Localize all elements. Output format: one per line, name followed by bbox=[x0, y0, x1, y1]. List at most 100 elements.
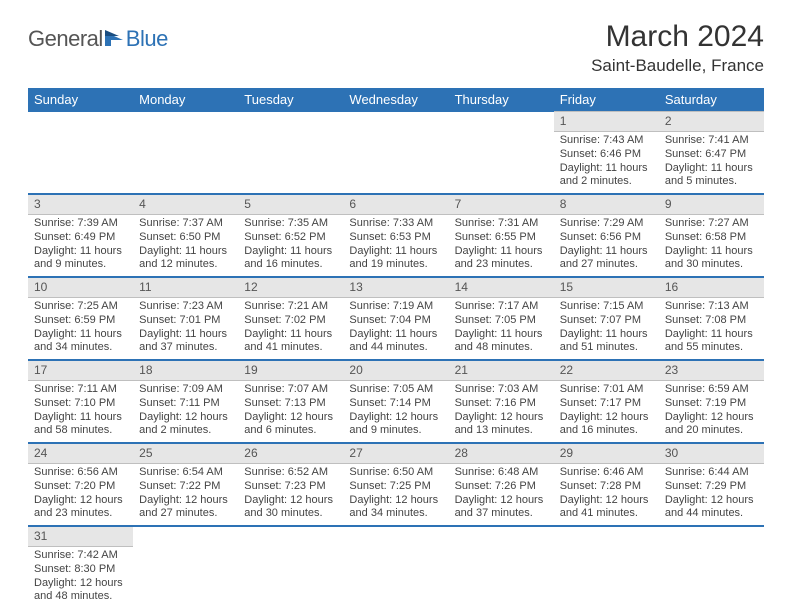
sunset-text: Sunset: 7:29 PM bbox=[665, 480, 758, 494]
month-title: March 2024 bbox=[591, 20, 764, 54]
day-number-cell: 9 bbox=[659, 194, 764, 215]
day-number-cell: 26 bbox=[238, 443, 343, 464]
daylight-text: Daylight: 11 hours bbox=[349, 245, 442, 259]
weekday-header: Thursday bbox=[449, 88, 554, 112]
day-data-row: Sunrise: 7:39 AMSunset: 6:49 PMDaylight:… bbox=[28, 215, 764, 278]
daylight-text: and 51 minutes. bbox=[560, 341, 653, 355]
day-number-cell: 20 bbox=[343, 360, 448, 381]
day-data-cell bbox=[659, 547, 764, 609]
sunset-text: Sunset: 7:02 PM bbox=[244, 314, 337, 328]
weekday-header: Wednesday bbox=[343, 88, 448, 112]
sunrise-text: Sunrise: 6:50 AM bbox=[349, 466, 442, 480]
daylight-text: Daylight: 12 hours bbox=[455, 494, 548, 508]
day-number-row: 24252627282930 bbox=[28, 443, 764, 464]
day-data-cell bbox=[238, 547, 343, 609]
sunrise-text: Sunrise: 6:59 AM bbox=[665, 383, 758, 397]
day-number-cell: 21 bbox=[449, 360, 554, 381]
daylight-text: Daylight: 12 hours bbox=[244, 411, 337, 425]
day-data-cell: Sunrise: 7:07 AMSunset: 7:13 PMDaylight:… bbox=[238, 381, 343, 444]
day-data-row: Sunrise: 7:11 AMSunset: 7:10 PMDaylight:… bbox=[28, 381, 764, 444]
day-number-cell bbox=[449, 112, 554, 132]
sunset-text: Sunset: 7:04 PM bbox=[349, 314, 442, 328]
day-data-cell: Sunrise: 6:44 AMSunset: 7:29 PMDaylight:… bbox=[659, 464, 764, 527]
daylight-text: and 12 minutes. bbox=[139, 258, 232, 272]
daylight-text: Daylight: 12 hours bbox=[560, 411, 653, 425]
sunrise-text: Sunrise: 7:01 AM bbox=[560, 383, 653, 397]
sunset-text: Sunset: 7:28 PM bbox=[560, 480, 653, 494]
day-number-cell: 18 bbox=[133, 360, 238, 381]
sunrise-text: Sunrise: 7:25 AM bbox=[34, 300, 127, 314]
day-number-cell: 15 bbox=[554, 277, 659, 298]
day-number-cell: 8 bbox=[554, 194, 659, 215]
day-data-cell bbox=[343, 547, 448, 609]
sunrise-text: Sunrise: 7:03 AM bbox=[455, 383, 548, 397]
daylight-text: and 55 minutes. bbox=[665, 341, 758, 355]
day-data-cell: Sunrise: 6:59 AMSunset: 7:19 PMDaylight:… bbox=[659, 381, 764, 444]
daylight-text: Daylight: 11 hours bbox=[139, 328, 232, 342]
daylight-text: Daylight: 12 hours bbox=[349, 411, 442, 425]
day-data-cell: Sunrise: 7:09 AMSunset: 7:11 PMDaylight:… bbox=[133, 381, 238, 444]
calendar-table: Sunday Monday Tuesday Wednesday Thursday… bbox=[28, 88, 764, 608]
day-data-row: Sunrise: 6:56 AMSunset: 7:20 PMDaylight:… bbox=[28, 464, 764, 527]
daylight-text: and 37 minutes. bbox=[455, 507, 548, 521]
day-data-cell: Sunrise: 7:19 AMSunset: 7:04 PMDaylight:… bbox=[343, 298, 448, 361]
day-number-cell: 24 bbox=[28, 443, 133, 464]
weekday-header-row: Sunday Monday Tuesday Wednesday Thursday… bbox=[28, 88, 764, 112]
day-data-cell: Sunrise: 6:46 AMSunset: 7:28 PMDaylight:… bbox=[554, 464, 659, 527]
day-number-cell: 19 bbox=[238, 360, 343, 381]
sunset-text: Sunset: 8:30 PM bbox=[34, 563, 127, 577]
sunrise-text: Sunrise: 7:33 AM bbox=[349, 217, 442, 231]
day-number-cell: 27 bbox=[343, 443, 448, 464]
daylight-text: and 30 minutes. bbox=[244, 507, 337, 521]
day-number-cell: 30 bbox=[659, 443, 764, 464]
day-data-cell: Sunrise: 7:05 AMSunset: 7:14 PMDaylight:… bbox=[343, 381, 448, 444]
day-data-cell bbox=[133, 132, 238, 195]
sunrise-text: Sunrise: 7:43 AM bbox=[560, 134, 653, 148]
location: Saint-Baudelle, France bbox=[591, 56, 764, 76]
daylight-text: Daylight: 11 hours bbox=[34, 411, 127, 425]
day-data-cell: Sunrise: 7:01 AMSunset: 7:17 PMDaylight:… bbox=[554, 381, 659, 444]
sunrise-text: Sunrise: 7:21 AM bbox=[244, 300, 337, 314]
sunrise-text: Sunrise: 7:19 AM bbox=[349, 300, 442, 314]
day-data-cell: Sunrise: 6:54 AMSunset: 7:22 PMDaylight:… bbox=[133, 464, 238, 527]
day-number-cell: 5 bbox=[238, 194, 343, 215]
daylight-text: Daylight: 12 hours bbox=[560, 494, 653, 508]
daylight-text: Daylight: 11 hours bbox=[560, 245, 653, 259]
daylight-text: and 16 minutes. bbox=[244, 258, 337, 272]
sunrise-text: Sunrise: 7:15 AM bbox=[560, 300, 653, 314]
daylight-text: Daylight: 11 hours bbox=[665, 162, 758, 176]
day-data-cell: Sunrise: 7:11 AMSunset: 7:10 PMDaylight:… bbox=[28, 381, 133, 444]
day-data-cell: Sunrise: 7:41 AMSunset: 6:47 PMDaylight:… bbox=[659, 132, 764, 195]
daylight-text: and 2 minutes. bbox=[139, 424, 232, 438]
day-data-cell: Sunrise: 6:48 AMSunset: 7:26 PMDaylight:… bbox=[449, 464, 554, 527]
sunset-text: Sunset: 7:23 PM bbox=[244, 480, 337, 494]
sunrise-text: Sunrise: 7:27 AM bbox=[665, 217, 758, 231]
day-number-cell: 7 bbox=[449, 194, 554, 215]
sunrise-text: Sunrise: 7:42 AM bbox=[34, 549, 127, 563]
daylight-text: Daylight: 12 hours bbox=[34, 577, 127, 591]
day-data-row: Sunrise: 7:43 AMSunset: 6:46 PMDaylight:… bbox=[28, 132, 764, 195]
sunset-text: Sunset: 7:08 PM bbox=[665, 314, 758, 328]
weekday-header: Tuesday bbox=[238, 88, 343, 112]
daylight-text: and 27 minutes. bbox=[560, 258, 653, 272]
calendar-body: 12Sunrise: 7:43 AMSunset: 6:46 PMDayligh… bbox=[28, 112, 764, 609]
day-number-cell: 25 bbox=[133, 443, 238, 464]
day-number-cell bbox=[28, 112, 133, 132]
day-number-cell: 4 bbox=[133, 194, 238, 215]
daylight-text: Daylight: 12 hours bbox=[244, 494, 337, 508]
day-data-cell: Sunrise: 7:17 AMSunset: 7:05 PMDaylight:… bbox=[449, 298, 554, 361]
brand-part2: Blue bbox=[126, 26, 168, 52]
sunset-text: Sunset: 6:52 PM bbox=[244, 231, 337, 245]
day-data-row: Sunrise: 7:42 AMSunset: 8:30 PMDaylight:… bbox=[28, 547, 764, 609]
day-number-cell bbox=[133, 526, 238, 547]
weekday-header: Friday bbox=[554, 88, 659, 112]
day-number-cell bbox=[238, 112, 343, 132]
day-data-cell: Sunrise: 7:23 AMSunset: 7:01 PMDaylight:… bbox=[133, 298, 238, 361]
daylight-text: and 41 minutes. bbox=[244, 341, 337, 355]
daylight-text: Daylight: 11 hours bbox=[34, 245, 127, 259]
daylight-text: Daylight: 12 hours bbox=[349, 494, 442, 508]
day-number-cell: 11 bbox=[133, 277, 238, 298]
day-number-cell bbox=[554, 526, 659, 547]
day-data-cell: Sunrise: 7:29 AMSunset: 6:56 PMDaylight:… bbox=[554, 215, 659, 278]
sunset-text: Sunset: 6:49 PM bbox=[34, 231, 127, 245]
